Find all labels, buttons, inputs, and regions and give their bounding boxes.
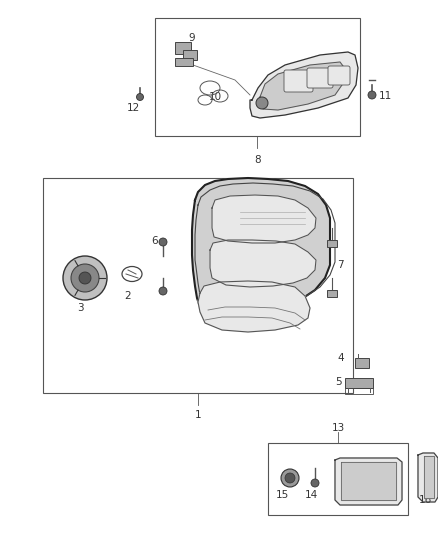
Bar xyxy=(345,378,373,388)
Text: 2: 2 xyxy=(125,291,131,301)
Bar xyxy=(345,388,373,394)
Polygon shape xyxy=(198,281,310,332)
Text: 16: 16 xyxy=(418,495,431,505)
Circle shape xyxy=(159,238,167,246)
FancyBboxPatch shape xyxy=(284,70,313,92)
Polygon shape xyxy=(418,453,438,502)
Bar xyxy=(268,443,408,515)
Bar xyxy=(43,178,353,393)
Bar xyxy=(155,18,360,136)
Text: 1: 1 xyxy=(194,410,201,420)
Polygon shape xyxy=(335,458,402,505)
Circle shape xyxy=(63,256,107,300)
Text: 14: 14 xyxy=(304,490,318,500)
Bar xyxy=(355,358,369,368)
Bar xyxy=(175,58,193,66)
Text: 9: 9 xyxy=(189,33,195,43)
Bar xyxy=(327,290,337,297)
Text: 6: 6 xyxy=(152,236,158,246)
FancyBboxPatch shape xyxy=(307,68,333,88)
Text: 12: 12 xyxy=(127,103,140,113)
Text: 4: 4 xyxy=(338,353,344,363)
Circle shape xyxy=(71,264,99,292)
Text: 10: 10 xyxy=(208,92,222,102)
Circle shape xyxy=(159,287,167,295)
Circle shape xyxy=(256,97,268,109)
Text: 5: 5 xyxy=(335,377,341,387)
Polygon shape xyxy=(210,240,316,287)
Polygon shape xyxy=(424,456,434,498)
Polygon shape xyxy=(212,195,316,243)
Polygon shape xyxy=(250,52,358,118)
FancyBboxPatch shape xyxy=(328,66,350,85)
Bar xyxy=(183,50,197,60)
Polygon shape xyxy=(341,462,396,500)
Circle shape xyxy=(79,272,91,284)
Polygon shape xyxy=(192,178,330,317)
Text: 8: 8 xyxy=(254,155,261,165)
Circle shape xyxy=(137,93,144,101)
Text: 3: 3 xyxy=(77,303,83,313)
Bar xyxy=(327,240,337,247)
Text: 13: 13 xyxy=(332,423,345,433)
Circle shape xyxy=(285,473,295,483)
Circle shape xyxy=(311,479,319,487)
Polygon shape xyxy=(259,62,346,110)
Circle shape xyxy=(281,469,299,487)
Text: 15: 15 xyxy=(276,490,289,500)
Text: 7: 7 xyxy=(337,260,343,270)
Text: 11: 11 xyxy=(378,91,392,101)
Bar xyxy=(175,42,191,54)
Circle shape xyxy=(368,91,376,99)
